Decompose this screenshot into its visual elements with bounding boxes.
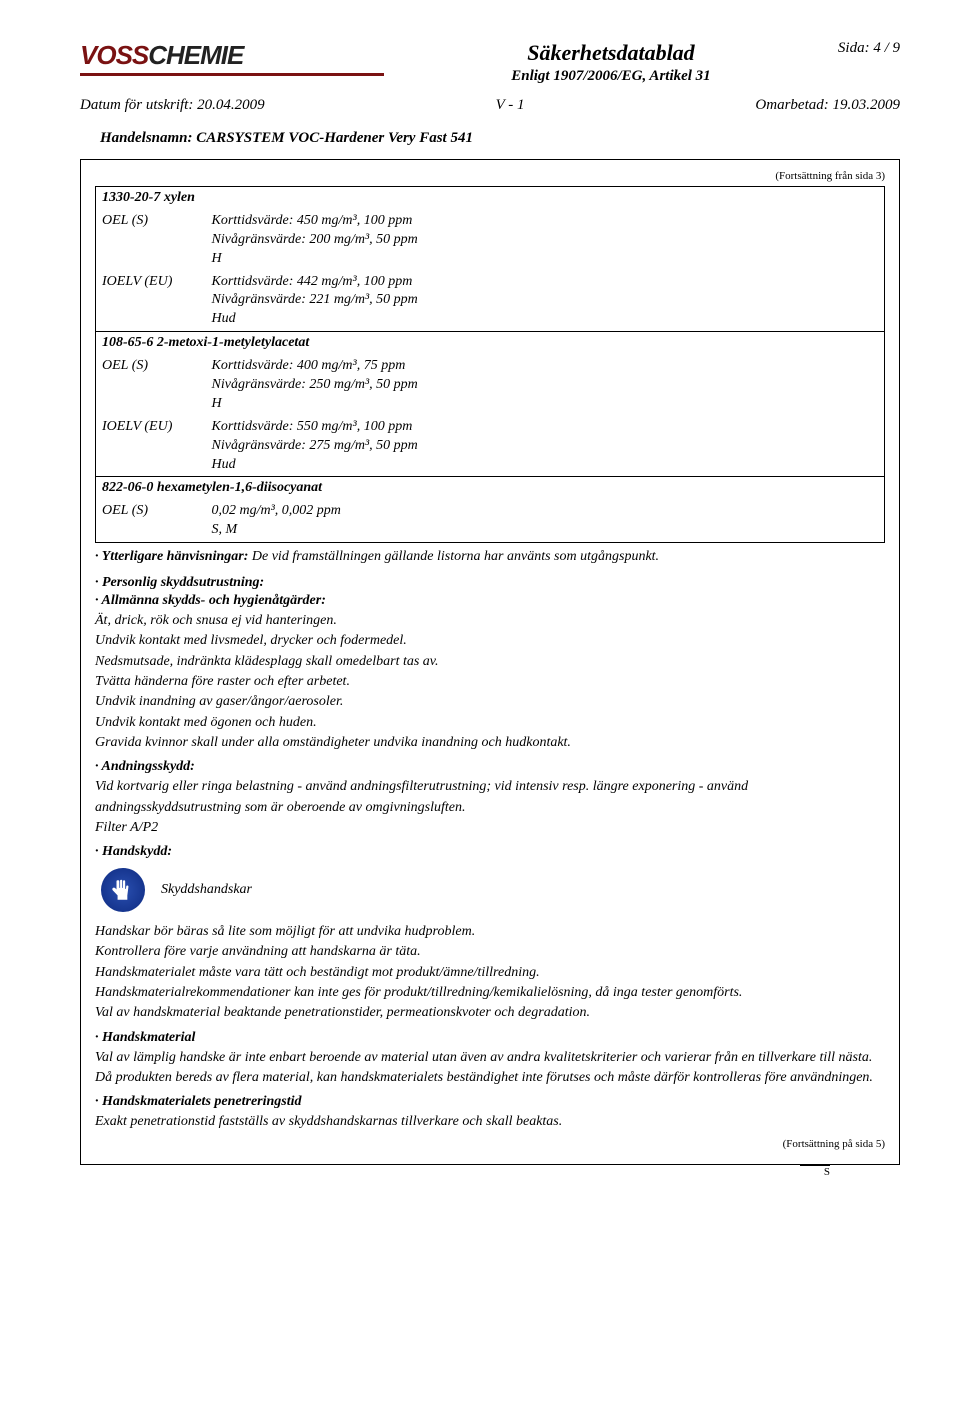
hand-line: Kontrollera före varje användning att ha… [95,942,885,962]
sds-title: Säkerhetsdatablad [384,40,838,66]
logo-part2: CHEMIE [148,40,243,71]
general-line: Undvik kontakt med ögonen och huden. [95,713,885,733]
general-line: Tvätta händerna före raster och efter ar… [95,672,885,692]
limit-value: Korttidsvärde: 550 mg/m³, 100 ppm Nivågr… [206,416,885,477]
limit-value: Korttidsvärde: 442 mg/m³, 100 ppm Nivågr… [206,271,885,332]
hand-line: Handskar bör bäras så lite som möjligt f… [95,922,885,942]
hand-line: Handskmaterialet måste vara tätt och bes… [95,963,885,983]
company-logo: VOSSCHEMIE [80,40,243,71]
continuation-from: (Fortsättning från sida 3) [95,170,885,182]
limit-group-header: 822-06-0 hexametylen-1,6-diisocyanat [96,477,885,500]
continuation-to: (Fortsättning på sida 5) [95,1138,885,1150]
logo-part1: VOSS [80,40,148,71]
general-line: Nedsmutsade, indränkta klädesplagg skall… [95,652,885,672]
general-line: Undvik inandning av gaser/ångor/aerosole… [95,692,885,712]
meta-row: Datum för utskrift: 20.04.2009 V - 1 Oma… [80,97,900,114]
glove-material-header: · Handskmaterial [95,1030,885,1046]
limit-label: OEL (S) [96,500,206,542]
page-root: VOSSCHEMIE Säkerhetsdatablad Enligt 1907… [0,0,960,1205]
gloves-row: Skyddshandskar [95,868,885,912]
version: V - 1 [496,97,525,114]
limit-group-header: 1330-20-7 xylen [96,187,885,210]
hand-line: Val av handskmaterial beaktande penetrat… [95,1003,885,1023]
general-line: Gravida kvinnor skall under alla omständ… [95,733,885,753]
tradename: Handelsnamn: CARSYSTEM VOC-Hardener Very… [100,130,900,147]
sds-subtitle: Enligt 1907/2006/EG, Artikel 31 [384,68,838,85]
respiratory-line: Vid kortvarig eller ringa belastning - a… [95,777,885,818]
limit-label: IOELV (EU) [96,271,206,332]
penetration-time-header: · Handskmaterialets penetreringstid [95,1094,885,1110]
content-frame: (Fortsättning från sida 3) 1330-20-7 xyl… [80,159,900,1165]
logo-underline [80,73,384,76]
print-date: Datum för utskrift: 20.04.2009 [80,97,265,114]
revised-date: Omarbetad: 19.03.2009 [755,97,900,114]
limit-value: Korttidsvärde: 400 mg/m³, 75 ppm Nivågrä… [206,355,885,416]
title-block: Säkerhetsdatablad Enligt 1907/2006/EG, A… [384,40,838,85]
respiratory-line: Filter A/P2 [95,818,885,838]
limit-value: Korttidsvärde: 450 mg/m³, 100 ppm Nivågr… [206,210,885,271]
limit-value: 0,02 mg/m³, 0,002 ppm S, M [206,500,885,542]
respiratory-header: · Andningsskydd: [95,759,885,775]
general-line: Ät, drick, rök och snusa ej vid hanterin… [95,611,885,631]
footer-s: S [800,1165,830,1178]
limit-label: OEL (S) [96,355,206,416]
header: VOSSCHEMIE Säkerhetsdatablad Enligt 1907… [80,40,900,85]
page-number: Sida: 4 / 9 [838,40,900,57]
exposure-limits-table: 1330-20-7 xylen OEL (S) Korttidsvärde: 4… [95,186,885,543]
general-measures-header: · Allmänna skydds- och hygienåtgärder: [95,593,885,609]
hand-line: Handskmaterialrekommendationer kan inte … [95,983,885,1003]
limit-label: OEL (S) [96,210,206,271]
limit-label: IOELV (EU) [96,416,206,477]
hand-protection-header: · Handskydd: [95,844,885,860]
limit-group-header: 108-65-6 2-metoxi-1-metyletylacetat [96,332,885,355]
further-references: · Ytterligare hänvisningar: De vid frams… [95,549,885,565]
gloves-icon [101,868,145,912]
glove-material-body: Val av lämplig handske är inte enbart be… [95,1048,885,1089]
logo-block: VOSSCHEMIE [80,40,384,76]
penetration-time-body: Exakt penetrationstid fastställs av skyd… [95,1112,885,1132]
general-line: Undvik kontakt med livsmedel, drycker oc… [95,631,885,651]
ppe-header: · Personlig skyddsutrustning: [95,575,885,591]
gloves-label: Skyddshandskar [161,880,252,900]
